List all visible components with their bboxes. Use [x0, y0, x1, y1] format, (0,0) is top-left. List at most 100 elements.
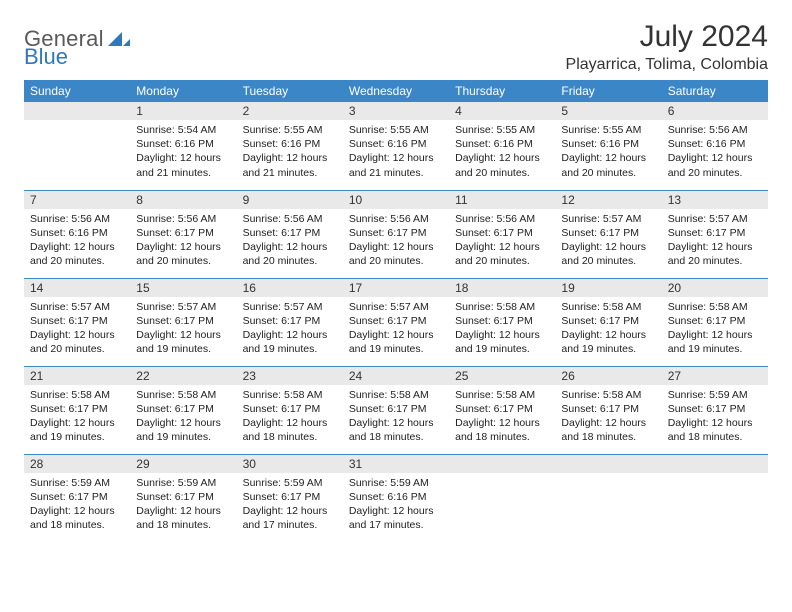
- day-number: 21: [24, 367, 130, 385]
- sunset-text: Sunset: 6:17 PM: [136, 314, 230, 328]
- day-number: 1: [130, 102, 236, 120]
- day-details: Sunrise: 5:57 AMSunset: 6:17 PMDaylight:…: [24, 297, 130, 361]
- day-number: 3: [343, 102, 449, 120]
- day-number: 19: [555, 279, 661, 297]
- day-details: Sunrise: 5:58 AMSunset: 6:17 PMDaylight:…: [555, 297, 661, 361]
- daylight-text: Daylight: 12 hours and 20 minutes.: [455, 240, 549, 268]
- sunrise-text: Sunrise: 5:54 AM: [136, 123, 230, 137]
- day-cell: 26Sunrise: 5:58 AMSunset: 6:17 PMDayligh…: [555, 366, 661, 454]
- daylight-text: Daylight: 12 hours and 18 minutes.: [668, 416, 762, 444]
- sunrise-text: Sunrise: 5:58 AM: [455, 388, 549, 402]
- day-cell: 9Sunrise: 5:56 AMSunset: 6:17 PMDaylight…: [237, 190, 343, 278]
- sunrise-text: Sunrise: 5:59 AM: [668, 388, 762, 402]
- day-cell: 17Sunrise: 5:57 AMSunset: 6:17 PMDayligh…: [343, 278, 449, 366]
- logo-blue-text-wrap: Blue: [24, 44, 68, 70]
- sunset-text: Sunset: 6:17 PM: [136, 226, 230, 240]
- day-cell: 5Sunrise: 5:55 AMSunset: 6:16 PMDaylight…: [555, 102, 661, 190]
- daylight-text: Daylight: 12 hours and 19 minutes.: [561, 328, 655, 356]
- daylight-text: Daylight: 12 hours and 21 minutes.: [136, 151, 230, 179]
- sunset-text: Sunset: 6:17 PM: [30, 490, 124, 504]
- day-details: Sunrise: 5:56 AMSunset: 6:17 PMDaylight:…: [237, 209, 343, 273]
- sunrise-text: Sunrise: 5:56 AM: [668, 123, 762, 137]
- day-number: 10: [343, 191, 449, 209]
- sunset-text: Sunset: 6:17 PM: [243, 490, 337, 504]
- day-cell: 3Sunrise: 5:55 AMSunset: 6:16 PMDaylight…: [343, 102, 449, 190]
- day-header: Wednesday: [343, 80, 449, 102]
- sunrise-text: Sunrise: 5:57 AM: [243, 300, 337, 314]
- sunset-text: Sunset: 6:16 PM: [136, 137, 230, 151]
- month-title: July 2024: [566, 20, 768, 54]
- sunset-text: Sunset: 6:17 PM: [561, 226, 655, 240]
- day-number: 29: [130, 455, 236, 473]
- day-details: Sunrise: 5:57 AMSunset: 6:17 PMDaylight:…: [237, 297, 343, 361]
- daylight-text: Daylight: 12 hours and 19 minutes.: [30, 416, 124, 444]
- sunset-text: Sunset: 6:17 PM: [668, 314, 762, 328]
- sunset-text: Sunset: 6:17 PM: [561, 402, 655, 416]
- sunset-text: Sunset: 6:17 PM: [243, 314, 337, 328]
- day-header: Friday: [555, 80, 661, 102]
- title-block: July 2024 Playarrica, Tolima, Colombia: [566, 20, 768, 74]
- daylight-text: Daylight: 12 hours and 20 minutes.: [561, 151, 655, 179]
- logo-sail-icon: [108, 30, 130, 53]
- day-cell: 8Sunrise: 5:56 AMSunset: 6:17 PMDaylight…: [130, 190, 236, 278]
- day-number: 9: [237, 191, 343, 209]
- day-number: [662, 455, 768, 473]
- daylight-text: Daylight: 12 hours and 21 minutes.: [243, 151, 337, 179]
- sunrise-text: Sunrise: 5:56 AM: [136, 212, 230, 226]
- daylight-text: Daylight: 12 hours and 20 minutes.: [136, 240, 230, 268]
- daylight-text: Daylight: 12 hours and 20 minutes.: [30, 240, 124, 268]
- sunrise-text: Sunrise: 5:57 AM: [561, 212, 655, 226]
- week-row: 7Sunrise: 5:56 AMSunset: 6:16 PMDaylight…: [24, 190, 768, 278]
- sunset-text: Sunset: 6:17 PM: [668, 226, 762, 240]
- day-cell: 25Sunrise: 5:58 AMSunset: 6:17 PMDayligh…: [449, 366, 555, 454]
- day-number: 20: [662, 279, 768, 297]
- sunrise-text: Sunrise: 5:58 AM: [349, 388, 443, 402]
- sunset-text: Sunset: 6:17 PM: [136, 402, 230, 416]
- calendar-page: General July 2024 Playarrica, Tolima, Co…: [0, 0, 792, 562]
- day-details: Sunrise: 5:56 AMSunset: 6:17 PMDaylight:…: [130, 209, 236, 273]
- sunrise-text: Sunrise: 5:57 AM: [668, 212, 762, 226]
- daylight-text: Daylight: 12 hours and 20 minutes.: [243, 240, 337, 268]
- daylight-text: Daylight: 12 hours and 20 minutes.: [455, 151, 549, 179]
- day-number: 6: [662, 102, 768, 120]
- day-details: Sunrise: 5:58 AMSunset: 6:17 PMDaylight:…: [237, 385, 343, 449]
- day-details: Sunrise: 5:55 AMSunset: 6:16 PMDaylight:…: [449, 120, 555, 184]
- sunset-text: Sunset: 6:17 PM: [455, 314, 549, 328]
- day-header: Thursday: [449, 80, 555, 102]
- sunrise-text: Sunrise: 5:55 AM: [243, 123, 337, 137]
- sunset-text: Sunset: 6:17 PM: [30, 314, 124, 328]
- day-header: Saturday: [662, 80, 768, 102]
- sunrise-text: Sunrise: 5:58 AM: [455, 300, 549, 314]
- day-details: Sunrise: 5:57 AMSunset: 6:17 PMDaylight:…: [130, 297, 236, 361]
- sunrise-text: Sunrise: 5:58 AM: [668, 300, 762, 314]
- sunrise-text: Sunrise: 5:59 AM: [243, 476, 337, 490]
- day-number: [24, 102, 130, 120]
- calendar-table: Sunday Monday Tuesday Wednesday Thursday…: [24, 80, 768, 542]
- daylight-text: Daylight: 12 hours and 19 minutes.: [455, 328, 549, 356]
- day-number: 8: [130, 191, 236, 209]
- day-details: Sunrise: 5:59 AMSunset: 6:17 PMDaylight:…: [237, 473, 343, 537]
- day-cell: [24, 102, 130, 190]
- day-number: 7: [24, 191, 130, 209]
- day-number: 26: [555, 367, 661, 385]
- day-details: Sunrise: 5:58 AMSunset: 6:17 PMDaylight:…: [662, 297, 768, 361]
- day-cell: [662, 454, 768, 542]
- daylight-text: Daylight: 12 hours and 18 minutes.: [30, 504, 124, 532]
- day-number: 31: [343, 455, 449, 473]
- day-cell: 4Sunrise: 5:55 AMSunset: 6:16 PMDaylight…: [449, 102, 555, 190]
- daylight-text: Daylight: 12 hours and 19 minutes.: [136, 416, 230, 444]
- day-number: 15: [130, 279, 236, 297]
- day-details: Sunrise: 5:57 AMSunset: 6:17 PMDaylight:…: [555, 209, 661, 273]
- day-cell: 14Sunrise: 5:57 AMSunset: 6:17 PMDayligh…: [24, 278, 130, 366]
- sunrise-text: Sunrise: 5:59 AM: [349, 476, 443, 490]
- daylight-text: Daylight: 12 hours and 19 minutes.: [243, 328, 337, 356]
- day-number: 5: [555, 102, 661, 120]
- day-number: 30: [237, 455, 343, 473]
- day-cell: 31Sunrise: 5:59 AMSunset: 6:16 PMDayligh…: [343, 454, 449, 542]
- day-cell: 24Sunrise: 5:58 AMSunset: 6:17 PMDayligh…: [343, 366, 449, 454]
- day-details: Sunrise: 5:59 AMSunset: 6:17 PMDaylight:…: [24, 473, 130, 537]
- daylight-text: Daylight: 12 hours and 17 minutes.: [349, 504, 443, 532]
- day-number: 28: [24, 455, 130, 473]
- sunset-text: Sunset: 6:17 PM: [243, 402, 337, 416]
- day-details: Sunrise: 5:56 AMSunset: 6:16 PMDaylight:…: [24, 209, 130, 273]
